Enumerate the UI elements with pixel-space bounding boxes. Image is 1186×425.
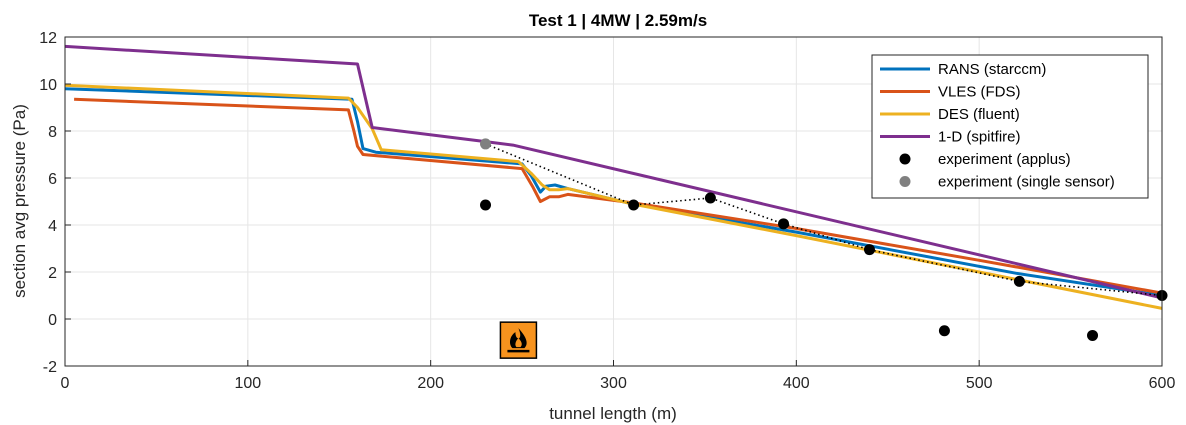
y-tick-label: -2 bbox=[43, 359, 57, 376]
legend-box bbox=[871, 54, 1149, 199]
x-tick-label: 500 bbox=[966, 375, 993, 392]
data-point bbox=[1013, 275, 1025, 287]
legend-label: experiment (single sensor) bbox=[938, 174, 1115, 191]
x-axis-label: tunnel length (m) bbox=[549, 404, 677, 423]
y-tick-label: 10 bbox=[39, 77, 57, 94]
data-point bbox=[938, 325, 950, 337]
data-point bbox=[480, 138, 492, 150]
x-tick-label: 100 bbox=[234, 375, 261, 392]
y-tick-label: 4 bbox=[48, 218, 57, 235]
data-point bbox=[704, 192, 716, 204]
series-line-2 bbox=[64, 83, 1163, 310]
marker-layer bbox=[480, 138, 1168, 341]
data-point bbox=[480, 199, 492, 211]
x-tick-label: 300 bbox=[600, 375, 627, 392]
data-point bbox=[863, 244, 875, 256]
y-tick-label: 2 bbox=[48, 265, 57, 282]
flame-inner bbox=[515, 338, 522, 348]
data-point bbox=[778, 218, 790, 230]
x-tick-label: 600 bbox=[1149, 375, 1176, 392]
legend-label: VLES (FDS) bbox=[938, 84, 1021, 101]
legend-label: 1-D (spitfire) bbox=[938, 129, 1021, 146]
x-axis-ticks: 0 100 200 300 400 500 600 bbox=[61, 360, 1176, 392]
x-tick-label: 400 bbox=[783, 375, 810, 392]
legend-marker bbox=[899, 153, 911, 165]
y-tick-label: 6 bbox=[48, 171, 57, 188]
y-tick-label: 12 bbox=[39, 30, 57, 47]
legend-marker bbox=[899, 176, 911, 187]
legend: RANS (starccm) VLES (FDS) DES (fluent) 1-D … bbox=[871, 54, 1149, 199]
legend-label: DES (fluent) bbox=[938, 106, 1020, 123]
y-tick-label: 8 bbox=[48, 124, 57, 141]
y-axis-label: section avg pressure (Pa) bbox=[10, 104, 29, 298]
legend-label: RANS (starccm) bbox=[938, 61, 1046, 78]
x-tick-label: 200 bbox=[417, 375, 444, 392]
legend-label: experiment (applus) bbox=[938, 151, 1071, 168]
series-layer bbox=[64, 44, 1163, 310]
series-line-3 bbox=[64, 44, 1163, 300]
series-line-1 bbox=[74, 97, 1163, 295]
fire-icon bbox=[499, 321, 538, 359]
data-point bbox=[628, 199, 640, 211]
chart-title: Test 1 | 4MW | 2.59m/s bbox=[529, 11, 707, 30]
y-axis-ticks: -2 0 2 4 6 8 10 12 bbox=[39, 30, 71, 376]
x-tick-label: 0 bbox=[61, 375, 70, 392]
data-point bbox=[1087, 329, 1099, 341]
y-tick-label: 0 bbox=[48, 312, 57, 329]
series-line-0 bbox=[64, 87, 1163, 297]
flame-shape bbox=[510, 328, 527, 349]
